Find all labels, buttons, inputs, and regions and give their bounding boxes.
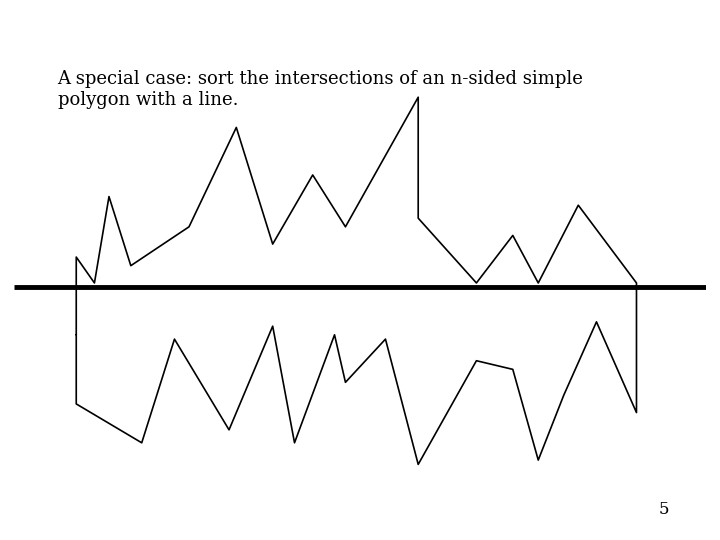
Text: A special case: sort the intersections of an n-sided simple
polygon with a line.: A special case: sort the intersections o… (58, 70, 583, 109)
Text: 5: 5 (659, 502, 670, 518)
